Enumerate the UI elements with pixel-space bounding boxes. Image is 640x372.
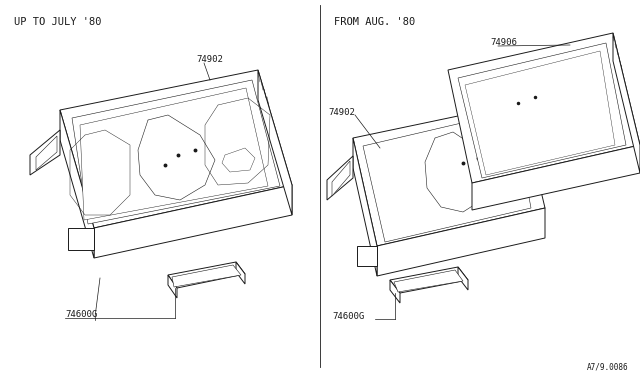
Polygon shape bbox=[448, 33, 640, 183]
Polygon shape bbox=[168, 275, 177, 298]
Text: FROM AUG. '80: FROM AUG. '80 bbox=[334, 17, 415, 27]
Polygon shape bbox=[390, 280, 400, 303]
Text: 74600G: 74600G bbox=[332, 312, 364, 321]
Polygon shape bbox=[353, 103, 545, 246]
Polygon shape bbox=[80, 88, 268, 220]
Polygon shape bbox=[327, 156, 353, 200]
Polygon shape bbox=[394, 270, 463, 292]
Polygon shape bbox=[172, 265, 241, 287]
Polygon shape bbox=[390, 267, 468, 293]
Text: 74902: 74902 bbox=[328, 108, 355, 117]
Polygon shape bbox=[36, 136, 57, 170]
Text: A7/9.0086: A7/9.0086 bbox=[586, 363, 628, 372]
Polygon shape bbox=[236, 262, 245, 284]
Text: UP TO JULY '80: UP TO JULY '80 bbox=[14, 17, 102, 27]
Polygon shape bbox=[458, 43, 626, 178]
Polygon shape bbox=[332, 161, 350, 196]
Polygon shape bbox=[168, 262, 245, 288]
Polygon shape bbox=[472, 145, 640, 210]
Polygon shape bbox=[377, 208, 545, 276]
Polygon shape bbox=[458, 267, 468, 290]
Polygon shape bbox=[357, 246, 377, 266]
Polygon shape bbox=[613, 33, 640, 173]
Polygon shape bbox=[94, 185, 292, 258]
Polygon shape bbox=[72, 80, 280, 224]
Text: 74906: 74906 bbox=[490, 38, 517, 47]
Text: 74902: 74902 bbox=[196, 55, 223, 64]
Polygon shape bbox=[68, 228, 94, 250]
Polygon shape bbox=[353, 138, 377, 276]
Polygon shape bbox=[60, 70, 292, 228]
Text: 74600G: 74600G bbox=[65, 310, 97, 319]
Polygon shape bbox=[465, 51, 615, 175]
Polygon shape bbox=[258, 70, 292, 215]
Polygon shape bbox=[363, 111, 531, 242]
Polygon shape bbox=[30, 130, 60, 175]
Polygon shape bbox=[60, 110, 94, 258]
